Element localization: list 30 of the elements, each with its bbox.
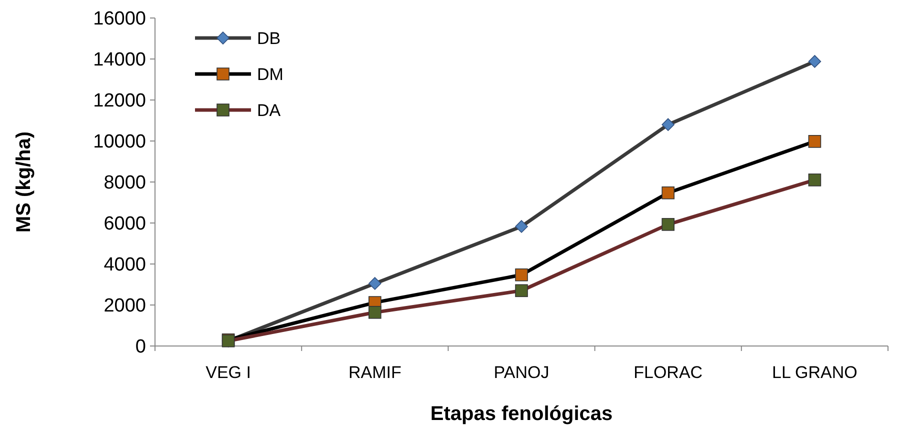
y-tick-label: 4000 bbox=[104, 254, 146, 276]
y-tick-label: 8000 bbox=[104, 172, 146, 194]
y-tick-label: 12000 bbox=[93, 90, 146, 112]
y-tick-label: 10000 bbox=[93, 132, 146, 153]
x-tick-label: VEG I bbox=[206, 363, 251, 382]
point bbox=[662, 186, 674, 200]
point bbox=[515, 284, 528, 298]
point bbox=[515, 268, 528, 282]
point bbox=[808, 135, 822, 148]
point bbox=[662, 218, 674, 231]
point bbox=[368, 306, 382, 319]
x-tick-label: PANOJ bbox=[494, 363, 550, 382]
point bbox=[515, 220, 528, 233]
legend-label: DA bbox=[257, 100, 282, 120]
x-tick-label: RAMIF bbox=[348, 363, 402, 382]
point bbox=[808, 174, 822, 186]
x-axis-title: Etapas fenológicas bbox=[430, 403, 613, 425]
y-axis-title: MS (kg/ha) bbox=[13, 131, 35, 233]
y-tick-label: 16000 bbox=[93, 8, 146, 30]
y-tick-label: 2000 bbox=[104, 296, 146, 317]
x-tick-label: FLORAC bbox=[634, 363, 703, 382]
point bbox=[808, 55, 822, 68]
point bbox=[662, 118, 674, 131]
legend-label: DB bbox=[257, 28, 281, 48]
point bbox=[368, 277, 382, 290]
y-tick-label: 0 bbox=[135, 336, 146, 358]
y-tick-label: 6000 bbox=[104, 214, 146, 235]
x-tick-label: LL GRANO bbox=[772, 363, 858, 382]
y-tick-label: 14000 bbox=[93, 50, 146, 71]
legend-label: DM bbox=[257, 64, 284, 84]
